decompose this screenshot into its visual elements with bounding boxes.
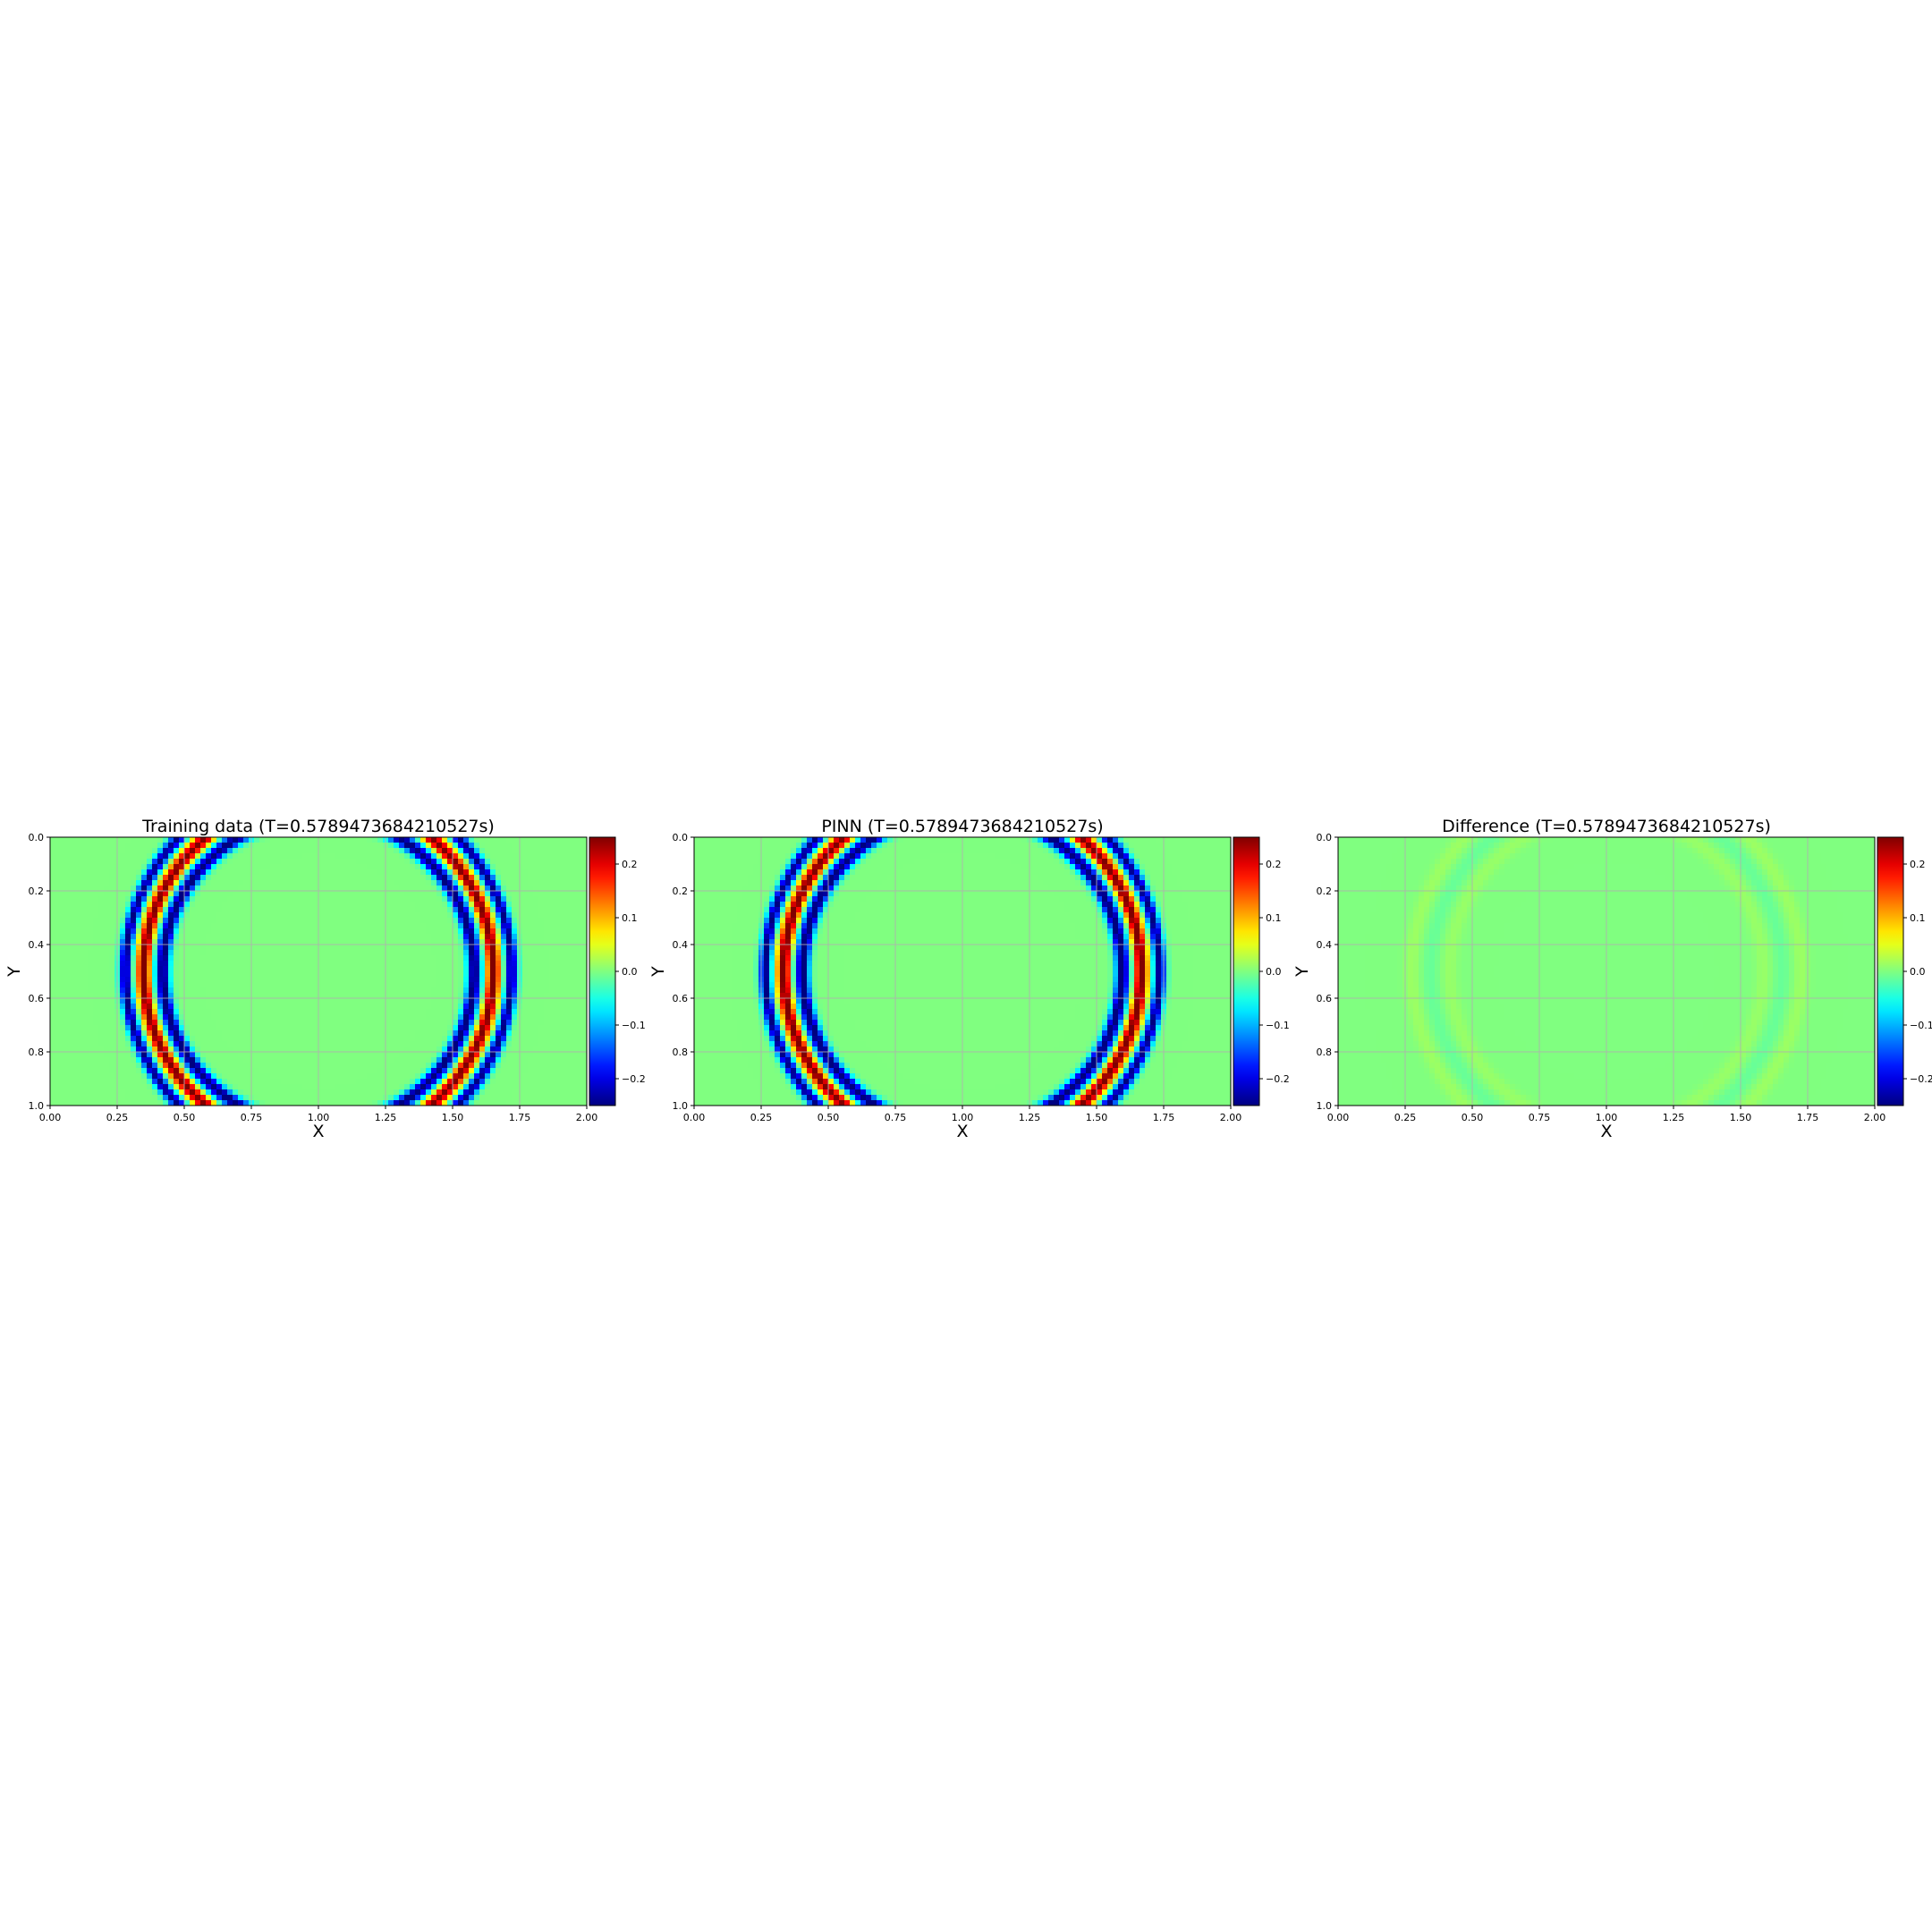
y-tick-label: 1.0 (673, 1100, 689, 1112)
y-tick-label: 1.0 (1317, 1100, 1333, 1112)
colorbar: −0.2 −0.1 0.0 0.1 0.2 (1233, 836, 1290, 1106)
x-tick-label: 0.25 (1394, 1112, 1417, 1123)
x-axis-label: X (312, 1122, 324, 1141)
y-axis-label: Y (648, 966, 668, 978)
x-tick-label: 2.00 (1220, 1112, 1242, 1123)
x-tick-label: 1.25 (1663, 1112, 1685, 1123)
chart-panel-3: 0.00 0.25 0.50 0.75 1.00 1.25 1.50 1.75 2.00 0.0 0… (1292, 817, 1932, 1141)
x-tick-label: 0.75 (1529, 1112, 1551, 1123)
x-tick-label: 0.50 (1462, 1112, 1484, 1123)
colorbar-gradient (1233, 836, 1260, 1106)
colorbar-tick-label: −0.2 (1266, 1073, 1290, 1085)
y-tick-label: 0.8 (29, 1046, 45, 1058)
y-tick-label: 0.4 (1317, 939, 1333, 951)
y-tick-label: 1.0 (29, 1100, 45, 1112)
colorbar-tick-label: 0.1 (1266, 912, 1282, 924)
colorbar-tick-label: 0.2 (1910, 859, 1926, 870)
x-tick-label: 1.25 (1019, 1112, 1041, 1123)
chart-title: Difference (T=0.5789473684210527s) (1442, 817, 1771, 836)
y-tick-label: 0.0 (29, 832, 45, 843)
y-tick-label: 0.6 (1317, 993, 1333, 1004)
x-tick-label: 1.75 (1797, 1112, 1819, 1123)
x-tick-label: 0.50 (818, 1112, 840, 1123)
chart-panel-2: 0.00 0.25 0.50 0.75 1.00 1.25 1.50 1.75 2.00 0.0 0… (648, 817, 1290, 1141)
colorbar-tick-label: −0.1 (622, 1020, 646, 1031)
x-tick-label: 0.75 (885, 1112, 907, 1123)
x-tick-label: 2.00 (1864, 1112, 1886, 1123)
y-tick-label: 0.6 (673, 993, 689, 1004)
colorbar-tick-label: −0.2 (1910, 1073, 1932, 1085)
chart-panel-1: 0.00 0.25 0.50 0.75 1.00 1.25 1.50 1.75 2.00 0.0 0… (4, 817, 646, 1141)
chart-title: Training data (T=0.5789473684210527s) (141, 817, 495, 836)
y-axis-label: Y (1292, 966, 1312, 978)
colorbar-tick-label: −0.1 (1266, 1020, 1290, 1031)
x-axis-label: X (956, 1122, 968, 1141)
x-tick-label: 0.00 (1327, 1112, 1350, 1123)
colorbar: −0.2 −0.1 0.0 0.1 0.2 (589, 836, 646, 1106)
colorbar-tick-label: 0.0 (1266, 966, 1282, 978)
x-tick-label: 0.50 (174, 1112, 196, 1123)
y-tick-label: 0.0 (673, 832, 689, 843)
y-tick-label: 0.4 (673, 939, 689, 951)
colorbar-tick-label: −0.1 (1910, 1020, 1932, 1031)
x-tick-label: 2.00 (576, 1112, 598, 1123)
colorbar-tick-label: 0.0 (1910, 966, 1926, 978)
colorbar: −0.2 −0.1 0.0 0.1 0.2 (1877, 836, 1932, 1106)
x-tick-label: 0.25 (750, 1112, 773, 1123)
y-tick-label: 0.2 (673, 886, 689, 897)
x-tick-label: 0.00 (39, 1112, 62, 1123)
y-tick-label: 0.8 (1317, 1046, 1333, 1058)
y-tick-label: 0.6 (29, 993, 45, 1004)
x-tick-label: 1.00 (952, 1112, 974, 1123)
x-tick-label: 1.25 (375, 1112, 397, 1123)
x-tick-label: 0.00 (683, 1112, 706, 1123)
y-tick-label: 0.2 (29, 886, 45, 897)
y-tick-label: 0.4 (29, 939, 45, 951)
y-tick-label: 0.0 (1317, 832, 1333, 843)
colorbar-tick-label: 0.2 (622, 859, 638, 870)
chart-title: PINN (T=0.5789473684210527s) (821, 817, 1103, 836)
x-tick-label: 1.00 (1596, 1112, 1618, 1123)
y-tick-label: 0.2 (1317, 886, 1333, 897)
colorbar-tick-label: 0.1 (622, 912, 638, 924)
x-tick-label: 1.50 (1086, 1112, 1108, 1123)
x-tick-label: 0.75 (241, 1112, 263, 1123)
colorbar-tick-label: 0.2 (1266, 859, 1282, 870)
x-axis-label: X (1600, 1122, 1612, 1141)
colorbar-gradient (1877, 836, 1904, 1106)
colorbar-tick-label: 0.0 (622, 966, 638, 978)
y-tick-label: 0.8 (673, 1046, 689, 1058)
x-tick-label: 1.50 (442, 1112, 464, 1123)
x-tick-label: 1.00 (308, 1112, 330, 1123)
x-tick-label: 1.75 (509, 1112, 531, 1123)
colorbar-gradient (589, 836, 616, 1106)
y-axis-label: Y (4, 966, 24, 978)
x-tick-label: 1.75 (1153, 1112, 1175, 1123)
x-tick-label: 0.25 (106, 1112, 129, 1123)
x-tick-label: 1.50 (1730, 1112, 1752, 1123)
colorbar-tick-label: 0.1 (1910, 912, 1926, 924)
colorbar-tick-label: −0.2 (622, 1073, 646, 1085)
